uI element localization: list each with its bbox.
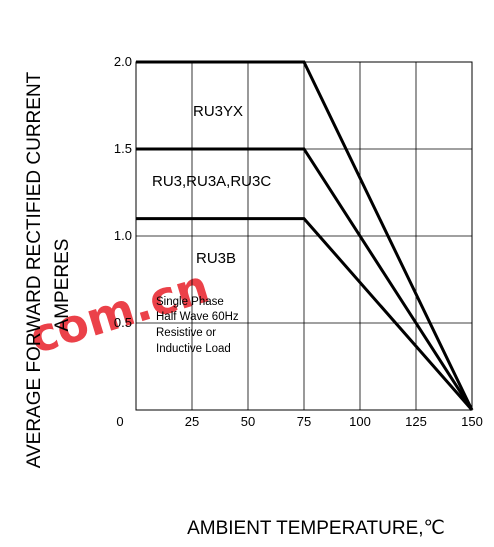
- y-tick-label-1: 1.0: [114, 228, 132, 243]
- x-tick-label-125: 125: [405, 414, 427, 429]
- series-line-0: [136, 60, 474, 411]
- y-axis-title-line-2: AMPERES: [52, 239, 73, 332]
- note-line-1: Single Phase: [156, 296, 224, 308]
- note-line-2: Half Wave 60Hz: [156, 311, 239, 323]
- y-tick-label-2: 2.0: [114, 54, 132, 69]
- y-tick-label-1.5: 1.5: [114, 141, 132, 156]
- series-lines: [136, 60, 474, 411]
- note-line-3: Resistive or: [156, 327, 216, 339]
- x-tick-label-75: 75: [297, 414, 311, 429]
- x-tick-label-150: 150: [461, 414, 483, 429]
- x-tick-label-100: 100: [349, 414, 371, 429]
- series-line-2: [136, 217, 474, 411]
- label-ru3yx: RU3YX: [193, 103, 243, 120]
- x-axis-title: AMBIENT TEMPERATURE,℃: [187, 518, 445, 539]
- series-line-1: [136, 147, 474, 411]
- tick-labels: 0 25 50 75 100 125 150 0.5 1.0 1.5 2.0: [114, 54, 483, 429]
- x-tick-label-25: 25: [185, 414, 199, 429]
- note-line-4: Inductive Load: [156, 343, 231, 355]
- y-tick-label-0.5: 0.5: [114, 315, 132, 330]
- x-tick-label-50: 50: [241, 414, 255, 429]
- x-tick-label-0: 0: [116, 414, 123, 429]
- plot-grid: [135, 61, 473, 411]
- label-ru3-ru3a-ru3c: RU3,RU3A,RU3C: [152, 173, 271, 190]
- label-ru3b: RU3B: [196, 250, 236, 267]
- y-axis-title-line-1: AVERAGE FORWARD RECTIFIED CURRENT: [24, 71, 45, 468]
